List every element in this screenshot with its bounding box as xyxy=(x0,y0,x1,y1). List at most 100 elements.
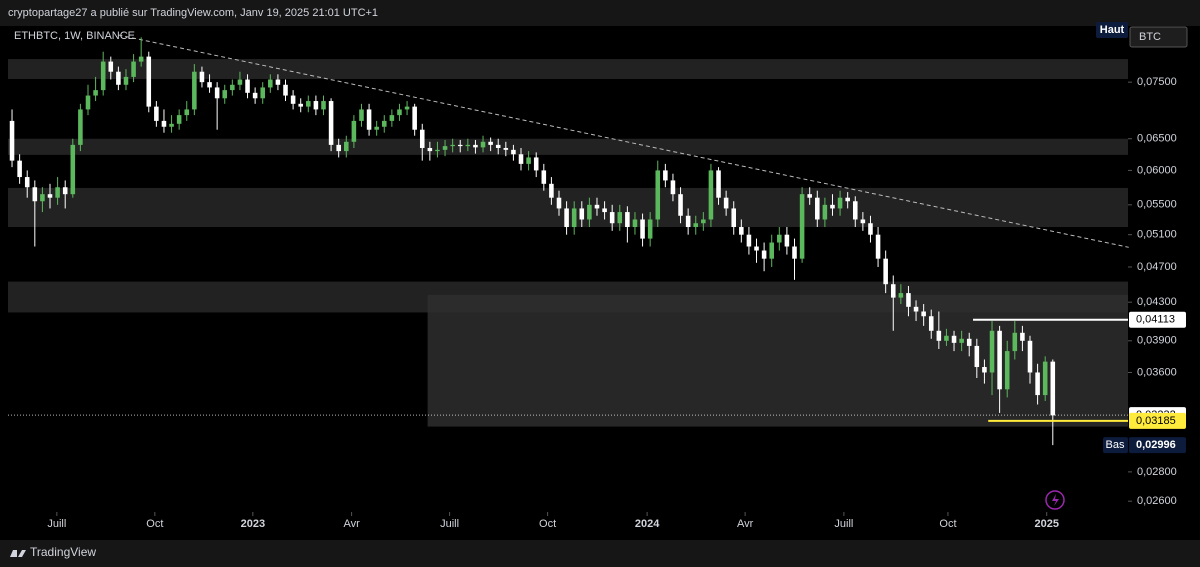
candle-body xyxy=(480,141,486,148)
candle-body xyxy=(495,144,501,148)
candle-body xyxy=(298,103,303,107)
candle-body xyxy=(146,56,152,107)
candle-body xyxy=(830,204,835,209)
candle-body xyxy=(108,61,114,72)
candle-body xyxy=(921,311,926,317)
candle-body xyxy=(815,197,820,220)
candle-body xyxy=(716,170,721,198)
candle-body xyxy=(465,144,471,147)
candle-body xyxy=(678,194,683,216)
candle-body xyxy=(488,141,493,145)
alert-icon[interactable] xyxy=(1045,490,1065,510)
candle-body xyxy=(169,123,174,127)
candle-body xyxy=(62,187,68,195)
candle-body xyxy=(245,79,250,93)
candle-body xyxy=(746,234,752,247)
candle-body xyxy=(214,87,220,99)
x-tick-label: Juill xyxy=(440,518,459,530)
candle-body xyxy=(473,144,478,148)
candle-body xyxy=(1042,361,1048,396)
candle-body xyxy=(845,197,850,202)
candle-body xyxy=(503,147,509,150)
candle-body xyxy=(161,120,167,127)
candle-body xyxy=(913,306,919,312)
y-tick-label: 0,03900 xyxy=(1137,335,1177,347)
candle-body xyxy=(997,330,1002,390)
candle-body xyxy=(564,208,569,228)
candle-body xyxy=(579,208,585,220)
y-tick-label: 0,02600 xyxy=(1137,495,1177,507)
currency-button[interactable] xyxy=(1129,26,1188,48)
candle-body xyxy=(898,293,904,298)
y-tick-label: 0,02800 xyxy=(1137,466,1177,478)
candle-body xyxy=(906,293,911,307)
x-tick-label: 2025 xyxy=(1034,518,1058,530)
candle-body xyxy=(1027,340,1033,373)
candle-body xyxy=(974,345,980,368)
low-label: 0,02996 xyxy=(1136,439,1176,451)
candle-body xyxy=(199,71,205,83)
candle-body xyxy=(769,242,774,259)
candle-body xyxy=(784,234,790,247)
candle-body xyxy=(207,82,212,88)
candle-body xyxy=(602,208,607,213)
candle-body xyxy=(17,160,22,178)
x-tick-label: Juill xyxy=(834,518,853,530)
candle-body xyxy=(739,227,744,235)
candle-body xyxy=(701,219,706,224)
candle-body xyxy=(511,149,516,155)
candle-body xyxy=(670,180,676,195)
candle-body xyxy=(807,194,812,198)
candle-body xyxy=(852,201,858,220)
candle-body xyxy=(116,71,121,85)
candle-body xyxy=(397,109,402,116)
candle-body xyxy=(435,149,440,152)
candle-body xyxy=(526,157,531,164)
candle-body xyxy=(306,101,311,107)
candle-body xyxy=(640,219,645,239)
candle-body xyxy=(131,61,136,77)
candle-body xyxy=(40,194,45,202)
candle-body xyxy=(754,246,759,251)
candle-body xyxy=(1004,351,1010,390)
y-tick-label: 0,05500 xyxy=(1137,199,1177,211)
candle-body xyxy=(647,219,653,239)
y-tick-label: 0,07500 xyxy=(1137,76,1177,88)
alert-bolt xyxy=(1052,494,1059,506)
y-tick-label: 0,04300 xyxy=(1137,296,1177,308)
candle-body xyxy=(799,194,805,259)
candle-body xyxy=(617,212,623,224)
candle-body xyxy=(890,284,896,298)
candle-body xyxy=(70,144,76,195)
candle-body xyxy=(663,170,668,181)
candle-body xyxy=(761,250,767,259)
candle-body xyxy=(1050,361,1056,416)
candle-body xyxy=(9,120,15,161)
candle-body xyxy=(47,194,53,198)
high-tag-box xyxy=(1096,22,1128,38)
candle-body xyxy=(632,219,638,228)
low-tag: Bas xyxy=(1106,439,1125,451)
candle-body xyxy=(868,223,873,235)
candle-body xyxy=(85,95,91,110)
low-label-box xyxy=(1129,437,1186,454)
candle-body xyxy=(731,208,737,228)
candle-body xyxy=(100,61,106,91)
x-tick-label: Avr xyxy=(737,518,754,530)
candle-body xyxy=(427,147,433,152)
y-tick-label: 0,05100 xyxy=(1137,229,1177,241)
candle-body xyxy=(260,87,266,99)
candle-body xyxy=(928,316,934,331)
candle-body xyxy=(860,219,866,224)
candle-body xyxy=(777,234,782,243)
candle-body xyxy=(655,170,661,220)
candle-body xyxy=(982,367,987,373)
currency-label: BTC xyxy=(1139,31,1161,43)
candle-body xyxy=(533,157,539,171)
candle-body xyxy=(959,338,964,343)
candle-body xyxy=(457,144,463,147)
zone xyxy=(8,59,1128,79)
x-tick-label: Avr xyxy=(343,518,360,530)
candle-body xyxy=(723,197,729,209)
candle-body xyxy=(192,71,197,110)
